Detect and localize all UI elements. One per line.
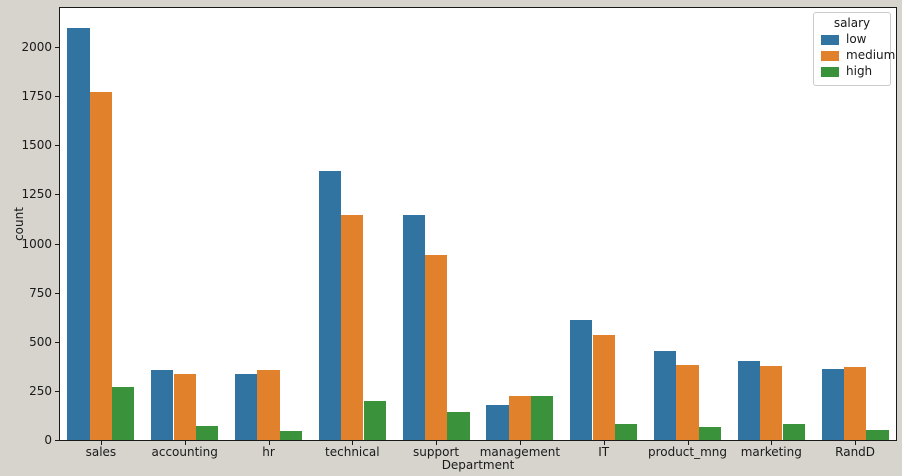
y-tick-label: 1250 xyxy=(21,187,52,202)
x-tick-label-hr: hr xyxy=(262,445,275,459)
x-tick-label-RandD: RandD xyxy=(835,445,876,459)
bar-accounting-medium xyxy=(173,374,196,440)
y-tick-label: 1750 xyxy=(21,89,52,104)
bar-accounting-low xyxy=(151,369,174,440)
legend-swatch-high xyxy=(821,66,839,77)
y-tick-label: 2000 xyxy=(21,40,52,55)
y-tick-mark xyxy=(55,292,59,294)
bar-accounting-high xyxy=(195,425,219,440)
bar-sales-high xyxy=(112,387,135,440)
y-tick-label: 250 xyxy=(29,383,52,398)
y-tick-label: 500 xyxy=(29,334,52,349)
bar-IT-low xyxy=(570,320,593,440)
legend-entry-high: high xyxy=(821,65,885,78)
bar-IT-high xyxy=(614,423,638,440)
bar-marketing-low xyxy=(737,361,761,440)
legend-label: medium xyxy=(846,48,896,62)
y-tick-label: 1000 xyxy=(21,236,52,251)
x-tick-label-IT: IT xyxy=(598,445,610,459)
bar-RandD-medium xyxy=(843,366,867,440)
y-tick-label: 750 xyxy=(29,285,52,300)
legend-entry-medium: medium xyxy=(821,49,895,62)
bar-management-medium xyxy=(508,395,531,440)
x-tick-label-accounting: accounting xyxy=(151,445,218,459)
x-tick-label-product_mng: product_mng xyxy=(647,445,728,459)
legend-title: salary xyxy=(833,16,871,30)
y-tick-label: 0 xyxy=(44,433,52,447)
x-tick-mark xyxy=(603,441,605,445)
bar-product_mng-low xyxy=(654,351,677,440)
bar-marketing-medium xyxy=(760,366,783,440)
x-tick-mark xyxy=(268,441,270,445)
x-tick-label-support: support xyxy=(413,445,460,459)
y-tick-mark xyxy=(55,440,59,441)
bar-IT-medium xyxy=(592,334,615,440)
bar-sales-low xyxy=(67,27,90,440)
y-axis-label: count xyxy=(12,207,26,241)
bar-product_mng-medium xyxy=(676,364,699,440)
legend-entry-low: low xyxy=(821,33,885,46)
x-tick-label-management: management xyxy=(479,445,561,459)
legend-label: low xyxy=(846,32,867,46)
x-tick-mark xyxy=(519,441,521,445)
y-tick-mark xyxy=(55,390,59,392)
x-tick-label-technical: technical xyxy=(325,445,380,459)
bar-support-medium xyxy=(424,254,448,440)
y-tick-mark xyxy=(55,145,59,147)
bar-product_mng-high xyxy=(698,426,721,440)
y-tick-mark xyxy=(55,243,59,245)
bar-RandD-low xyxy=(821,368,844,440)
bar-hr-high xyxy=(279,431,302,440)
x-tick-mark xyxy=(100,441,102,445)
bar-technical-medium xyxy=(341,214,364,440)
y-tick-label: 1500 xyxy=(21,138,52,153)
bar-technical-high xyxy=(363,400,386,440)
legend: salary low medium high xyxy=(813,12,895,86)
y-tick-mark xyxy=(55,341,59,343)
bar-marketing-high xyxy=(782,424,805,440)
bar-sales-medium xyxy=(89,91,112,440)
x-tick-mark xyxy=(352,441,354,445)
bar-hr-medium xyxy=(257,369,280,440)
legend-entries: low medium high xyxy=(819,33,895,78)
x-axis-label: Department xyxy=(441,458,515,472)
x-tick-mark xyxy=(855,441,857,445)
x-tick-mark xyxy=(436,441,438,445)
x-tick-mark xyxy=(687,441,689,445)
bar-technical-low xyxy=(318,170,342,440)
y-tick-mark xyxy=(55,194,59,196)
legend-swatch-low xyxy=(821,34,839,45)
x-tick-mark xyxy=(184,441,186,445)
legend-swatch-medium xyxy=(821,50,839,61)
bar-hr-low xyxy=(235,374,258,440)
bar-management-low xyxy=(486,404,509,440)
bar-management-high xyxy=(531,395,554,440)
bar-RandD-high xyxy=(866,430,889,440)
x-tick-mark xyxy=(771,441,773,445)
legend-label: high xyxy=(846,64,873,78)
y-tick-mark xyxy=(55,47,59,49)
y-tick-mark xyxy=(55,96,59,98)
x-tick-label-sales: sales xyxy=(85,445,117,459)
bar-support-high xyxy=(447,412,470,440)
bar-support-low xyxy=(402,214,425,440)
x-tick-label-marketing: marketing xyxy=(740,445,802,459)
